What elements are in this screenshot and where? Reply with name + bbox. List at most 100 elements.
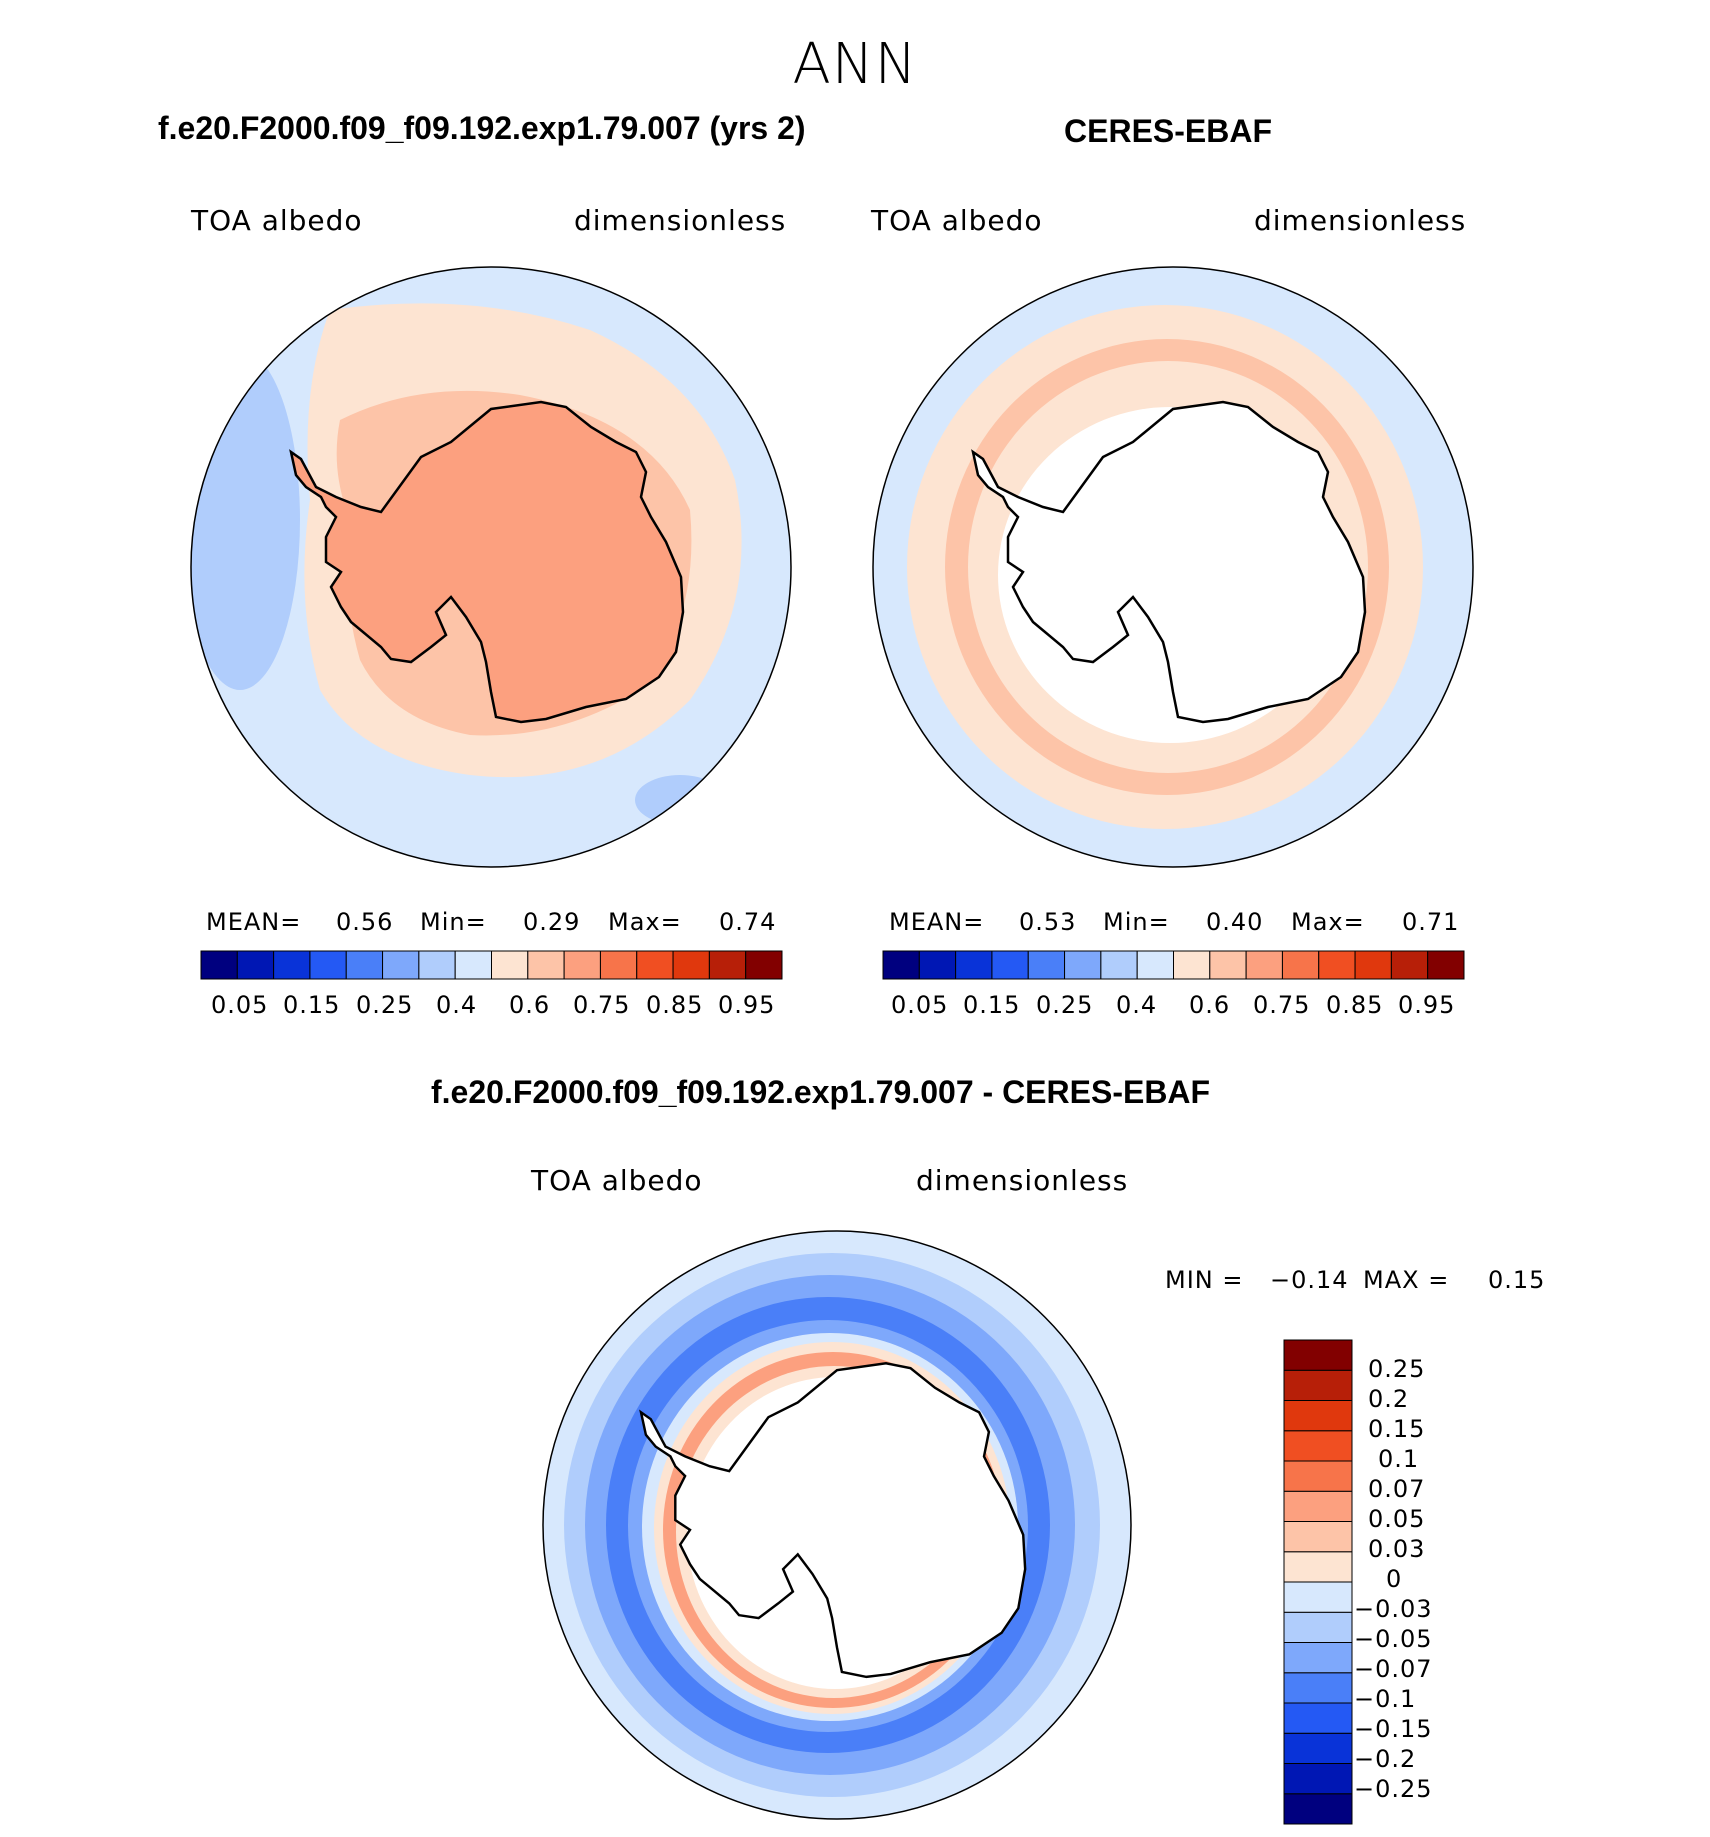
obs-colorbar-swatch	[918, 950, 957, 980]
obs-cbar-tick: 0.15	[963, 991, 1021, 1019]
diff-cbar-tick: −0.15	[1354, 1715, 1433, 1743]
diff-colorbar-swatch	[1283, 1460, 1353, 1492]
diff-cbar-tick: −0.2	[1354, 1745, 1417, 1773]
obs-colorbar-swatch	[1390, 950, 1429, 980]
model-units-label: dimensionless	[574, 204, 787, 237]
obs-colorbar-swatch	[1281, 950, 1320, 980]
model-colorbar-swatch	[345, 950, 384, 980]
model-colorbar-swatch	[454, 950, 492, 980]
obs-colorbar-swatch	[1245, 950, 1283, 980]
obs-colorbar-swatch	[1318, 950, 1356, 980]
diff-panel-title: f.e20.F2000.f09_f09.192.exp1.79.007 - CE…	[431, 1074, 1211, 1110]
diff-colorbar	[1283, 1339, 1353, 1825]
obs-cbar-tick: 0.95	[1398, 991, 1456, 1019]
model-colorbar-swatch	[418, 950, 456, 980]
obs-mean-label: MEAN=	[889, 908, 985, 936]
model-colorbar-swatch	[672, 950, 710, 980]
diff-cbar-tick: −0.03	[1354, 1595, 1433, 1623]
diff-colorbar-swatch	[1283, 1793, 1353, 1825]
obs-colorbar-swatch	[1064, 950, 1102, 980]
model-cbar-tick: 0.75	[573, 991, 631, 1019]
diff-colorbar-swatch	[1283, 1763, 1353, 1795]
diff-colorbar-swatch	[1283, 1581, 1353, 1613]
diff-colorbar-swatch	[1283, 1611, 1353, 1643]
model-mean-label: MEAN=	[206, 908, 302, 936]
model-cbar-tick: 0.6	[509, 991, 551, 1019]
model-cbar-tick: 0.25	[356, 991, 414, 1019]
model-variable-label: TOA albedo	[191, 204, 363, 237]
obs-colorbar-swatch	[1427, 950, 1465, 980]
model-colorbar-swatch	[708, 950, 747, 980]
model-colorbar-swatch	[745, 950, 783, 980]
diff-colorbar-swatch	[1283, 1490, 1353, 1522]
obs-max-label: Max=	[1291, 908, 1365, 936]
model-cbar-tick: 0.4	[436, 991, 478, 1019]
obs-min-label: Min=	[1103, 908, 1170, 936]
obs-cbar-tick: 0.75	[1253, 991, 1311, 1019]
diff-cbar-tick: 0	[1386, 1565, 1403, 1593]
diff-max-label: MAX =	[1363, 1266, 1450, 1294]
model-max-value: 0.74	[719, 908, 777, 936]
diff-units-label: dimensionless	[916, 1164, 1129, 1197]
model-colorbar	[200, 950, 783, 980]
obs-max-value: 0.71	[1402, 908, 1460, 936]
obs-map	[872, 266, 1474, 868]
diff-cbar-tick: 0.03	[1368, 1535, 1426, 1563]
obs-colorbar-swatch	[991, 950, 1029, 980]
figure-title: ANN	[792, 32, 918, 97]
obs-colorbar-swatch	[1354, 950, 1392, 980]
diff-colorbar-swatch	[1283, 1521, 1353, 1553]
diff-colorbar-swatch	[1283, 1702, 1353, 1734]
model-max-label: Max=	[608, 908, 682, 936]
model-map	[190, 266, 792, 868]
diff-colorbar-swatch	[1283, 1551, 1353, 1583]
diff-cbar-tick: −0.07	[1354, 1655, 1433, 1683]
diff-cbar-tick: 0.07	[1368, 1475, 1426, 1503]
model-colorbar-swatch	[491, 950, 529, 980]
obs-cbar-tick: 0.05	[891, 991, 949, 1019]
diff-cbar-tick: −0.25	[1354, 1775, 1433, 1803]
model-cbar-tick: 0.95	[718, 991, 776, 1019]
obs-min-value: 0.40	[1206, 908, 1264, 936]
model-colorbar-swatch	[599, 950, 638, 980]
diff-cbar-tick: 0.15	[1368, 1415, 1426, 1443]
model-panel-title: f.e20.F2000.f09_f09.192.exp1.79.007 (yrs…	[158, 110, 806, 146]
diff-cbar-tick: −0.1	[1354, 1685, 1417, 1713]
model-colorbar-swatch	[382, 950, 420, 980]
model-colorbar-swatch	[236, 950, 275, 980]
diff-colorbar-swatch	[1283, 1369, 1353, 1401]
obs-cbar-tick: 0.85	[1326, 991, 1384, 1019]
diff-cbar-tick: 0.2	[1368, 1385, 1410, 1413]
model-min-value: 0.29	[523, 908, 581, 936]
model-colorbar-swatch	[309, 950, 347, 980]
diff-cbar-tick: 0.25	[1368, 1355, 1426, 1383]
obs-cbar-tick: 0.25	[1036, 991, 1094, 1019]
obs-panel-title: CERES-EBAF	[1064, 113, 1273, 149]
model-min-label: Min=	[420, 908, 487, 936]
diff-colorbar-swatch	[1283, 1400, 1353, 1432]
diff-cbar-tick: 0.1	[1378, 1445, 1420, 1473]
model-mean-value: 0.56	[336, 908, 394, 936]
obs-colorbar-swatch	[882, 950, 920, 980]
model-cbar-tick: 0.05	[211, 991, 269, 1019]
model-colorbar-swatch	[273, 950, 311, 980]
diff-map	[542, 1230, 1132, 1820]
diff-max-value: 0.15	[1488, 1266, 1546, 1294]
diff-colorbar-swatch	[1283, 1339, 1353, 1371]
model-colorbar-swatch	[563, 950, 601, 980]
diff-variable-label: TOA albedo	[531, 1164, 703, 1197]
model-cbar-tick: 0.85	[646, 991, 704, 1019]
obs-colorbar-swatch	[1027, 950, 1066, 980]
model-colorbar-swatch	[527, 950, 565, 980]
obs-variable-label: TOA albedo	[871, 204, 1043, 237]
diff-colorbar-swatch	[1283, 1642, 1353, 1674]
obs-colorbar-swatch	[1100, 950, 1138, 980]
obs-colorbar-swatch	[1136, 950, 1174, 980]
obs-colorbar-swatch	[1209, 950, 1247, 980]
diff-cbar-tick: −0.05	[1354, 1625, 1433, 1653]
obs-mean-value: 0.53	[1019, 908, 1077, 936]
diff-min-value: −0.14	[1270, 1266, 1349, 1294]
diff-colorbar-swatch	[1283, 1672, 1353, 1704]
obs-units-label: dimensionless	[1254, 204, 1467, 237]
